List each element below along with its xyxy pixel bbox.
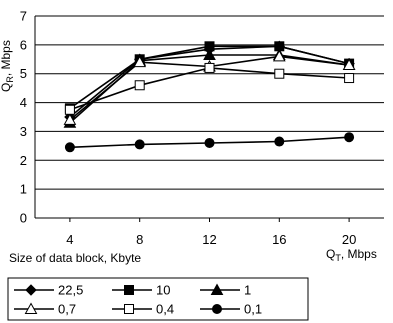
- legend-label: 10: [156, 283, 170, 298]
- data-point-triangle: [24, 302, 38, 314]
- y-tick-label: 2: [20, 153, 27, 168]
- x-axis-label: Size of data block, Kbyte: [9, 251, 141, 265]
- data-point-square: [64, 104, 75, 115]
- y-tick-label: 0: [20, 211, 27, 226]
- legend-box: [7, 277, 309, 321]
- data-point-square: [344, 73, 355, 84]
- legend-label: 1: [244, 283, 251, 298]
- data-point-square: [274, 68, 285, 79]
- legend: 22,5 10 1 0,7 0,4 0,1: [7, 277, 309, 321]
- x-axis-secondary-label: QT, Mbps: [326, 247, 377, 263]
- series-4: [64, 62, 355, 115]
- series-5: [64, 132, 355, 153]
- legend-label: 0,4: [156, 302, 174, 317]
- x-tick-labels: 4 8 12 16 20: [66, 232, 356, 247]
- legend-item-1: 10: [112, 283, 170, 298]
- data-point-circle: [64, 142, 75, 153]
- y-tick-label: 4: [20, 95, 27, 110]
- data-point-square: [134, 80, 145, 91]
- y-tick-label: 5: [20, 66, 27, 81]
- y-tick-label: 3: [20, 124, 27, 139]
- data-point-triangle: [342, 58, 356, 71]
- data-point-diamond: [25, 284, 37, 296]
- plot-frame: [34, 16, 384, 222]
- legend-item-5: 0,1: [200, 302, 262, 317]
- series-3: [63, 49, 356, 125]
- data-point-triangle: [272, 49, 286, 62]
- data-point-triangle: [133, 55, 147, 68]
- legend-item-0: 22,5: [14, 283, 83, 298]
- x-tick-label: 16: [272, 232, 286, 247]
- x-tick-label: 4: [66, 232, 73, 247]
- data-point-square: [204, 62, 215, 73]
- legend-label: 22,5: [58, 283, 83, 298]
- y-tick-label: 7: [20, 9, 27, 24]
- legend-item-3: 0,7: [14, 302, 76, 317]
- legend-item-4: 0,4: [112, 302, 174, 317]
- x-tick-label: 12: [202, 232, 216, 247]
- data-point-triangle: [203, 48, 216, 60]
- data-point-circle: [212, 304, 222, 314]
- legend-label: 0,7: [58, 302, 76, 317]
- y-tick-label: 6: [20, 37, 27, 52]
- data-point-triangle: [63, 113, 77, 125]
- series-group: [63, 40, 356, 153]
- data-point-square: [124, 304, 134, 314]
- y-axis-label: QR, Mbps: [0, 40, 15, 92]
- y-tick-labels: 0 1 2 3 4 5 6 7: [20, 9, 27, 226]
- data-point-circle: [204, 137, 215, 148]
- x-tick-label: 20: [342, 232, 356, 247]
- x-tick-label: 8: [136, 232, 143, 247]
- legend-label: 0,1: [244, 302, 262, 317]
- data-point-circle: [134, 139, 145, 150]
- data-point-triangle: [210, 283, 224, 295]
- legend-item-2: 1: [200, 283, 251, 298]
- y-tick-label: 1: [20, 182, 27, 197]
- data-point-square: [124, 285, 134, 295]
- data-point-circle: [274, 136, 285, 147]
- data-point-circle: [344, 132, 355, 143]
